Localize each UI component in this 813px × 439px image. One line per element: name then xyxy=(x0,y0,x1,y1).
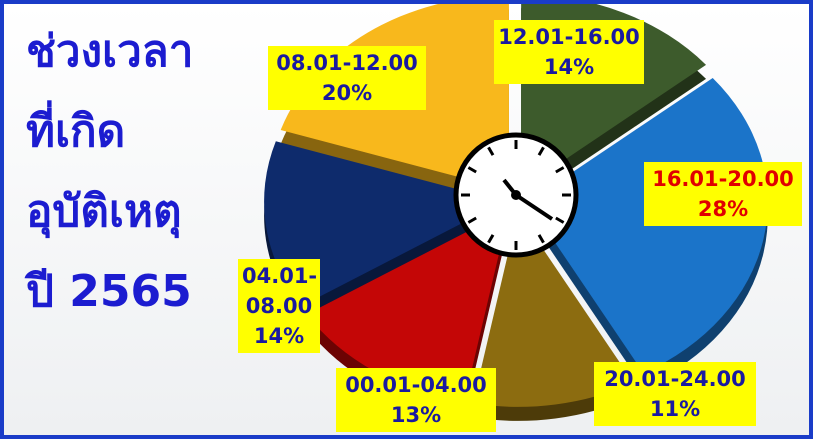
clock-tick xyxy=(537,146,545,156)
data-label: 00.01-04.00 13% xyxy=(336,368,496,432)
slice xyxy=(306,209,510,402)
data-label: 20.01-24.00 11% xyxy=(594,362,756,426)
clock xyxy=(453,132,579,258)
category-label: 08.01-12.00 xyxy=(276,51,418,75)
category-label: 16.01-20.00 xyxy=(652,167,794,191)
category-label: 20.01-24.00 xyxy=(604,367,746,391)
clock-tick xyxy=(555,216,565,224)
title-line: อุบัติเหตุ xyxy=(26,186,182,239)
data-label: 04.01-08.00 14% xyxy=(238,259,320,353)
slice xyxy=(472,211,634,407)
value-label: 11% xyxy=(649,397,701,421)
slice xyxy=(264,141,505,306)
category-label: 04.01-08.00 xyxy=(242,264,318,318)
title-line: ช่วงเวลา xyxy=(26,26,193,77)
clock-tick xyxy=(555,166,565,174)
category-label: 00.01-04.00 xyxy=(345,373,487,397)
clock-tick xyxy=(487,146,495,156)
value-label: 20% xyxy=(321,81,373,105)
clock-tick xyxy=(537,234,545,244)
clock-tick xyxy=(467,166,477,174)
value-label: 13% xyxy=(390,403,442,427)
title-line: ที่เกิด xyxy=(26,100,125,157)
title-line: ปี 2565 xyxy=(24,266,192,317)
value-label: 14% xyxy=(253,324,305,348)
value-label: 14% xyxy=(543,55,595,79)
data-label: 12.01-16.00 14% xyxy=(494,20,644,84)
clock-tick xyxy=(487,234,495,244)
value-label: 28% xyxy=(697,197,749,221)
clock-tick xyxy=(467,216,477,224)
category-label: 12.01-16.00 xyxy=(498,25,640,49)
data-label: 08.01-12.00 20% xyxy=(268,46,426,110)
data-label: 16.01-20.00 28% xyxy=(644,162,802,226)
